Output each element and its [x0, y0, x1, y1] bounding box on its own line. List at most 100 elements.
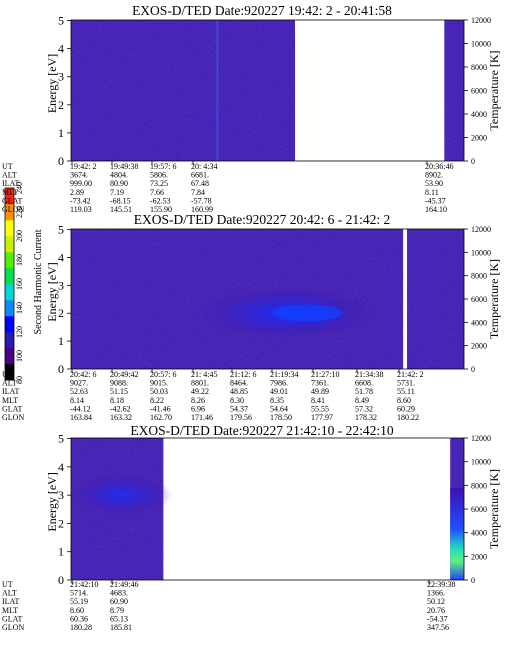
orbit-row-label: GLON — [2, 205, 24, 214]
orbit-value: 6681. — [191, 171, 209, 180]
y-tick-label: 1 — [58, 334, 64, 348]
orbit-ut: 21:49:46 — [110, 580, 138, 589]
orbit-value: 155.90 — [150, 205, 172, 214]
orbit-value: 65.13 — [110, 614, 128, 623]
orbit-row-label: UT — [2, 370, 13, 379]
colorbar-tick-label: 220 — [15, 206, 24, 218]
y2-tick-label: 8000 — [471, 272, 487, 281]
orbit-row-label: ILAT — [2, 387, 19, 396]
data-segment — [444, 20, 464, 161]
y2-tick-label: 10000 — [471, 458, 491, 467]
orbit-value: 8.18 — [110, 396, 124, 405]
panel-title: EXOS-D/TED Date:920227 21:42:10 - 22:42:… — [130, 423, 393, 438]
y2-tick-label: 6000 — [471, 505, 487, 514]
y2-tick-label: 0 — [471, 365, 475, 374]
orbit-value: 180.22 — [397, 413, 419, 422]
y-tick-label: 4 — [58, 250, 64, 264]
orbit-value: 67.48 — [191, 179, 209, 188]
orbit-row-label: MLT — [2, 188, 18, 197]
y2-tick-label: 12000 — [471, 434, 491, 443]
orbit-value: 8.26 — [191, 396, 205, 405]
spectrogram-panel-2: EXOS-D/TED Date:920227 20:42: 6 - 21:42:… — [2, 212, 501, 422]
orbit-value: 5714. — [70, 589, 88, 598]
colorbar-tick-label: 80 — [15, 376, 24, 384]
y-tick-label: 1 — [58, 545, 64, 559]
orbit-row-label: MLT — [2, 606, 18, 615]
orbit-value: 1366. — [427, 589, 445, 598]
orbit-value: 8.79 — [110, 606, 124, 615]
y2-axis-label: Temperature [K] — [487, 50, 501, 130]
orbit-ut: 19:42: 2 — [70, 162, 96, 171]
y2-tick-label: 0 — [471, 576, 475, 585]
orbit-value: 8464. — [230, 379, 248, 388]
orbit-value: 8.30 — [230, 396, 244, 405]
y2-tick-label: 6000 — [471, 87, 487, 96]
colorbar-swatch — [5, 236, 14, 253]
colorbar-ticks: 80 100 120 140 160 180 200 220 240 — [15, 182, 24, 384]
orbit-value: -42.62 — [110, 404, 131, 413]
colorbar-tick-label: 100 — [15, 350, 24, 362]
orbit-value: 53.90 — [425, 179, 443, 188]
colorbar-tick-label: 140 — [15, 302, 24, 314]
y-tick-label: 0 — [58, 154, 64, 168]
orbit-value: 8.14 — [70, 396, 84, 405]
orbit-value: 164.10 — [425, 205, 447, 214]
orbit-value: -57.78 — [191, 196, 212, 205]
y2-tick-label: 8000 — [471, 481, 487, 490]
segment-texture — [71, 20, 296, 161]
orbit-value: 162.70 — [150, 413, 172, 422]
segment-texture — [407, 229, 464, 369]
orbit-value: 80.90 — [110, 179, 128, 188]
y2-tick-label: 8000 — [471, 63, 487, 72]
orbit-value: 178.32 — [355, 413, 377, 422]
colorbar-tick-label: 180 — [15, 254, 24, 266]
orbit-value: 50.03 — [150, 387, 168, 396]
orbit-value: 9015. — [150, 379, 168, 388]
intensity-patch — [71, 474, 173, 515]
orbit-value: 60.90 — [110, 597, 128, 606]
y2-tick-label: 12000 — [471, 225, 491, 234]
y-axis-label: Energy [eV] — [45, 262, 59, 321]
orbit-value: 60.29 — [397, 404, 415, 413]
colorbar-swatch — [5, 188, 14, 205]
orbit-value: 49.01 — [270, 387, 288, 396]
orbit-value: 51.78 — [355, 387, 373, 396]
y-tick-label: 3 — [58, 70, 64, 84]
colorbar-swatch — [5, 284, 14, 301]
orbit-value: 55.11 — [397, 387, 415, 396]
orbit-value: 8.41 — [311, 396, 325, 405]
y-axis-label: Energy [eV] — [45, 54, 59, 113]
colorbar-swatch — [5, 348, 14, 365]
segment-texture — [444, 20, 464, 161]
orbit-ut: 20: 4:34 — [191, 162, 217, 171]
orbit-row-label: GLAT — [2, 196, 23, 205]
orbit-value: 9088. — [110, 379, 128, 388]
orbit-value: 6608. — [355, 379, 373, 388]
orbit-row-label: GLON — [2, 413, 24, 422]
y-tick-label: 1 — [58, 126, 64, 140]
orbit-value: 52.63 — [70, 387, 88, 396]
colorbar-swatch — [5, 316, 14, 333]
y2-axis-label: Temperature [K] — [487, 259, 501, 339]
orbit-value: -73.42 — [70, 196, 91, 205]
orbit-value: 8.11 — [425, 188, 439, 197]
orbit-value: -41.46 — [150, 404, 171, 413]
orbit-row-label: ALT — [2, 589, 17, 598]
colorbar-swatch — [5, 204, 14, 221]
orbit-value: 60.36 — [70, 614, 88, 623]
spectrogram-panel-3: EXOS-D/TED Date:920227 21:42:10 - 22:42:… — [2, 423, 501, 632]
y2-tick-label: 0 — [471, 157, 475, 166]
orbit-value: 163.32 — [110, 413, 132, 422]
orbit-value: 5806. — [150, 171, 168, 180]
orbit-value: 8.22 — [150, 396, 164, 405]
orbit-value: 160.99 — [191, 205, 213, 214]
orbit-value: 7.66 — [150, 188, 164, 197]
orbit-table: UTALTILATMLTGLATGLON21:42:105714.55.198.… — [2, 580, 455, 632]
colorbar-tick-label: 200 — [15, 230, 24, 242]
orbit-value: 4804. — [110, 171, 128, 180]
orbit-value: 57.32 — [355, 404, 373, 413]
y-tick-label: 5 — [58, 223, 64, 237]
orbit-value: -45.37 — [425, 196, 446, 205]
